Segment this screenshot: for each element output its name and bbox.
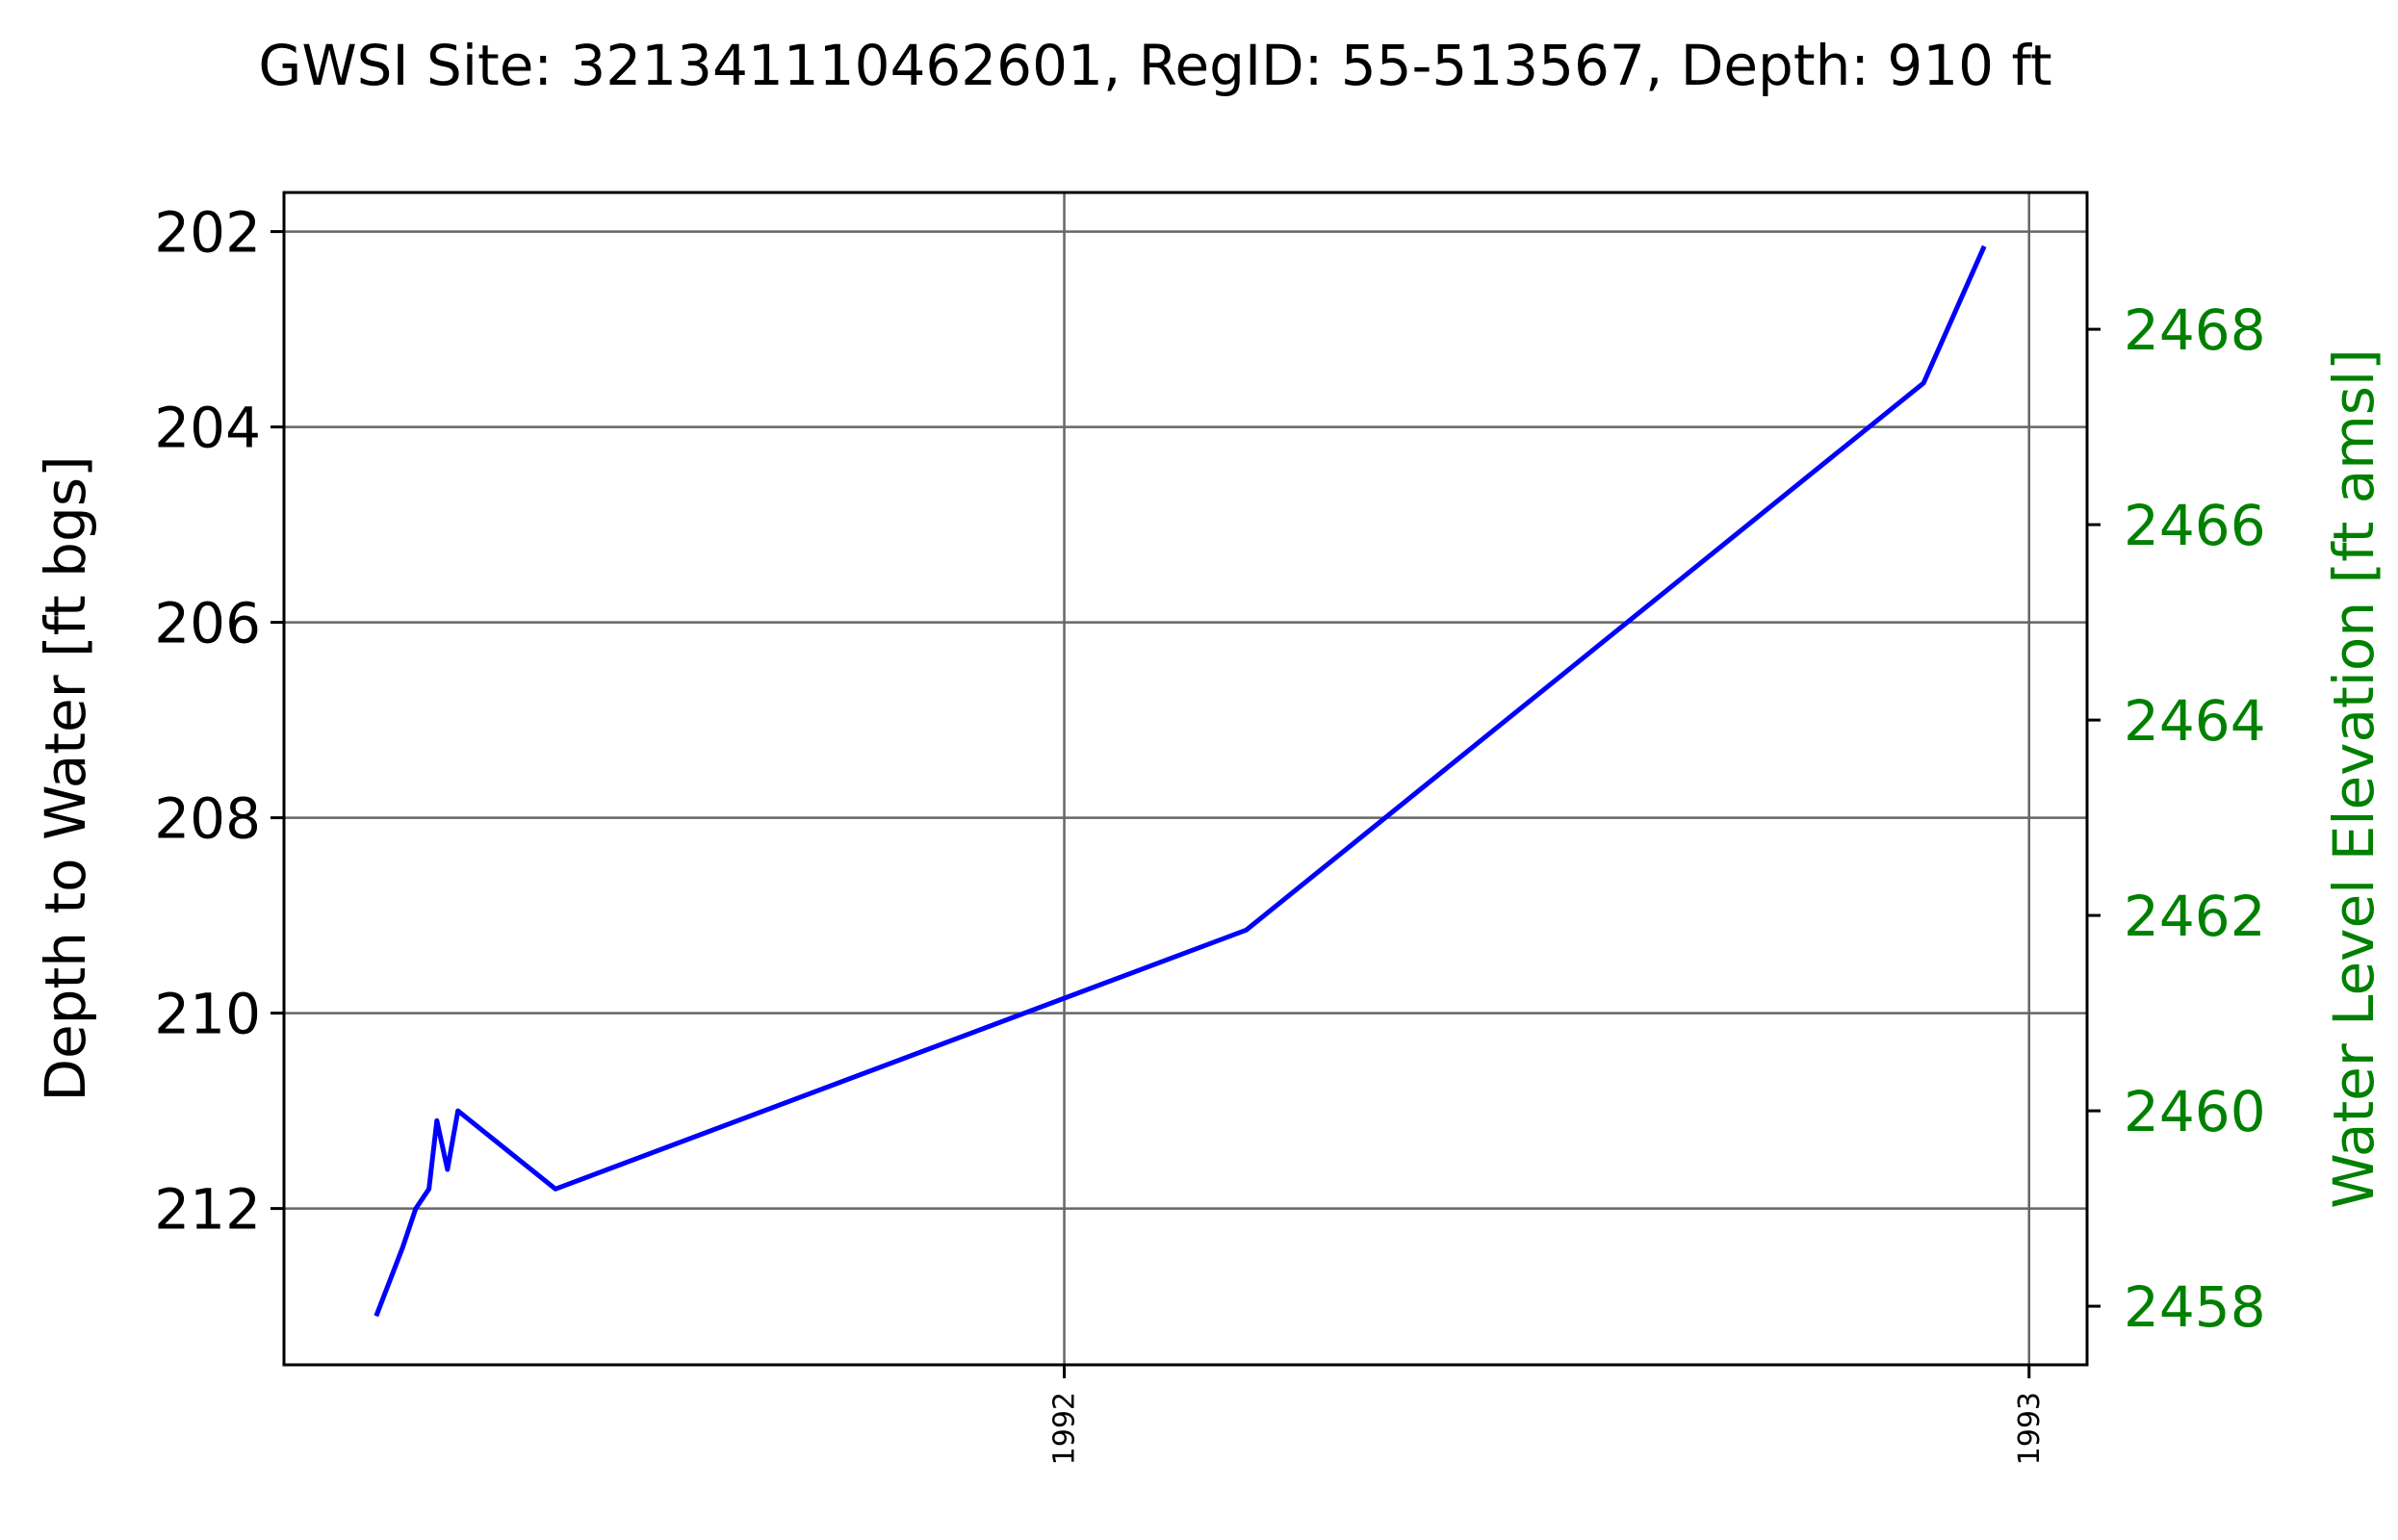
y2-tick-label: 2458 xyxy=(2124,1274,2266,1340)
y-tick-label: 210 xyxy=(154,982,261,1047)
chart-title: GWSI Site: 321341110462601, RegID: 55-51… xyxy=(258,33,2051,98)
y2-tick-label: 2468 xyxy=(2124,297,2266,363)
y2-tick-label: 2460 xyxy=(2124,1079,2266,1144)
y-tick-label: 212 xyxy=(154,1177,261,1243)
tick-layer: 202 204 206 208 210 212 2458 2460 2462 2464 2466 24… xyxy=(154,200,2265,1466)
y-axis-label: Depth to Water [ft bgs] xyxy=(33,455,98,1101)
y2-tick-label: 2464 xyxy=(2124,688,2266,754)
series-layer xyxy=(374,244,1987,1318)
y2-tick-label: 2462 xyxy=(2124,884,2266,949)
y-tick-label: 208 xyxy=(154,786,261,852)
plot-frame xyxy=(282,191,2089,1367)
y2-tick-label: 2466 xyxy=(2124,493,2266,558)
y-tick-label: 206 xyxy=(154,591,261,656)
y-tick-label: 202 xyxy=(154,200,261,266)
y2-axis-label: Water Level Elevation [ft amsl] xyxy=(2321,348,2386,1208)
grid-layer xyxy=(284,192,2087,1365)
y-tick-label: 204 xyxy=(154,396,261,461)
x-tick-label: 1993 xyxy=(2013,1392,2047,1465)
depth-series-line xyxy=(374,244,1987,1318)
x-tick-label: 1992 xyxy=(1048,1392,1082,1465)
